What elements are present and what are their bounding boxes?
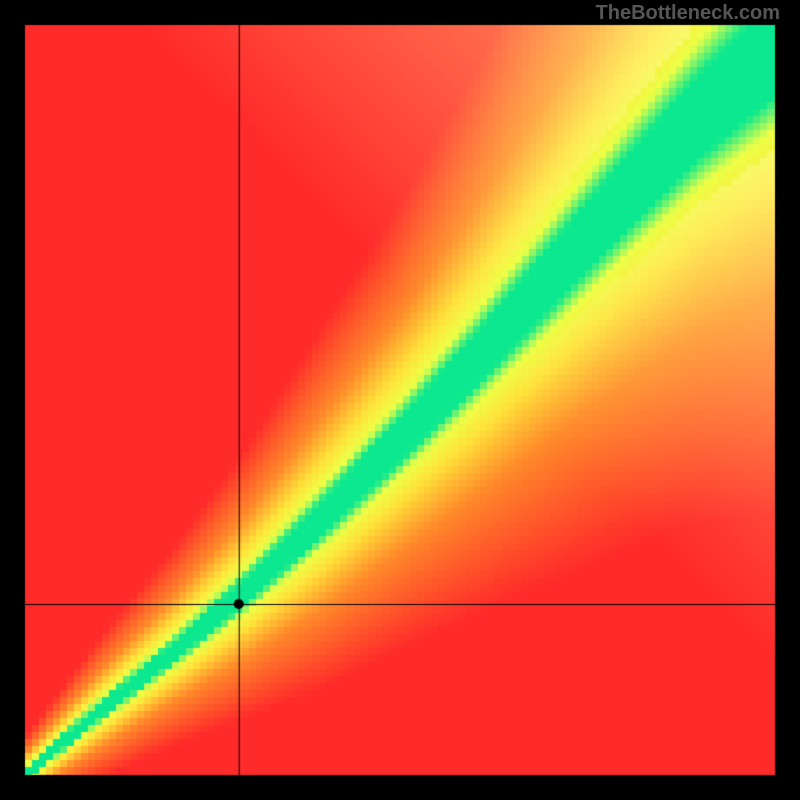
bottleneck-heatmap bbox=[0, 0, 800, 800]
chart-stage: TheBottleneck.com bbox=[0, 0, 800, 800]
watermark-text: TheBottleneck.com bbox=[596, 2, 780, 25]
